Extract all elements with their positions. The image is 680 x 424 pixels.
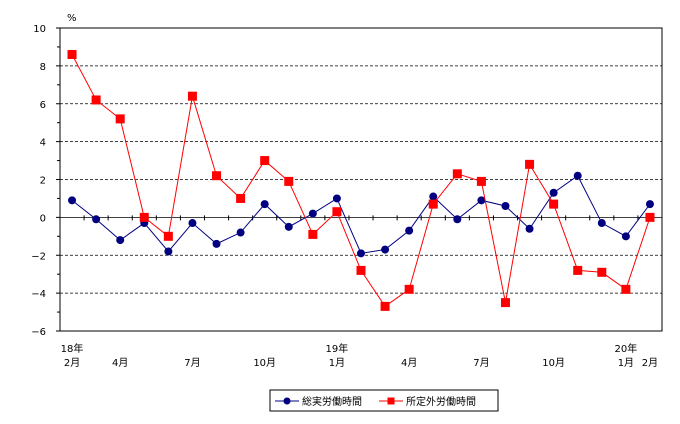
data-point-series-2	[356, 265, 366, 275]
y-tick-label: 4	[40, 138, 46, 149]
data-point-series-2	[452, 169, 462, 179]
data-point-series-1	[381, 245, 390, 254]
y-tick-label: 6	[40, 100, 46, 111]
axis-layer: −6 −4 −2 0 2 4 6 8 10 18年 2月 4月 7月 10月 19年 1月 4月 7月 10月 20年…	[31, 24, 663, 369]
data-point-series-1	[501, 202, 510, 211]
data-point-series-2	[404, 284, 414, 294]
data-point-series-1	[453, 215, 462, 224]
data-point-series-1	[573, 171, 582, 180]
data-point-series-2	[621, 284, 631, 294]
x-tick-label-year: 20年	[615, 342, 638, 355]
x-tick-label-month: 2月	[64, 357, 80, 369]
legend-marker-series-2	[387, 397, 395, 405]
y-tick-label: 8	[40, 62, 46, 73]
data-point-series-1	[212, 239, 221, 248]
data-point-series-2	[91, 95, 101, 105]
y-tick-label: 2	[40, 176, 46, 187]
x-tick-label-month: 4月	[112, 357, 128, 369]
data-point-series-2	[597, 267, 607, 277]
data-point-series-2	[380, 301, 390, 311]
data-point-series-1	[621, 232, 630, 241]
legend-marker-series-1	[283, 397, 291, 405]
data-point-series-1	[260, 200, 269, 209]
y-tick-label: −4	[31, 289, 46, 300]
data-point-series-2	[525, 159, 535, 169]
data-point-series-1	[597, 219, 606, 228]
data-point-series-2	[332, 207, 342, 217]
data-point-series-1	[116, 236, 125, 245]
x-tick-label-month: 7月	[473, 357, 489, 369]
data-point-series-2	[476, 176, 486, 186]
data-point-series-2	[163, 231, 173, 241]
data-point-series-2	[500, 298, 510, 308]
unit-label: %	[67, 13, 77, 24]
data-point-series-2	[139, 212, 149, 222]
data-point-series-1	[188, 219, 197, 228]
data-point-series-1	[308, 209, 317, 218]
data-point-series-1	[236, 228, 245, 237]
data-point-series-2	[115, 114, 125, 124]
data-point-series-1	[645, 200, 654, 209]
data-point-series-1	[68, 196, 77, 205]
data-point-series-2	[284, 176, 294, 186]
y-tick-label: 10	[33, 24, 46, 35]
data-point-series-1	[477, 196, 486, 205]
data-point-series-1	[357, 249, 365, 258]
data-point-series-1	[525, 224, 534, 233]
grid-layer	[60, 65, 662, 294]
x-tick-label-month: 1月	[618, 357, 634, 369]
data-point-series-1	[332, 194, 341, 203]
data-point-series-1	[164, 247, 173, 256]
data-point-series-2	[428, 199, 438, 209]
data-point-series-1	[429, 192, 438, 201]
y-tick-label: 0	[40, 213, 46, 224]
series-layer	[67, 50, 655, 311]
data-point-series-2	[308, 229, 318, 239]
data-point-series-2	[67, 50, 77, 60]
legend-label-series-1: 総実労働時間	[302, 395, 362, 408]
legend: 総実労働時間 所定外労働時間	[269, 389, 499, 412]
data-point-series-1	[284, 222, 293, 231]
data-point-series-2	[187, 91, 197, 101]
data-point-series-1	[92, 215, 101, 224]
x-tick-label-year: 18年	[61, 342, 84, 355]
x-tick-label-month: 7月	[184, 357, 200, 369]
x-tick-label-month: 1月	[329, 357, 345, 369]
data-point-series-2	[645, 212, 655, 222]
x-tick-label-month: 4月	[401, 357, 417, 369]
data-point-series-2	[573, 265, 583, 275]
series-line-1	[71, 174, 651, 254]
x-tick-label-month: 10月	[253, 357, 276, 369]
y-tick-label: −2	[31, 251, 46, 262]
x-tick-label-month: 10月	[542, 357, 565, 369]
data-point-series-2	[260, 156, 270, 166]
legend-label-series-2: 所定外労働時間	[406, 395, 476, 408]
data-point-series-2	[236, 193, 246, 203]
data-point-series-1	[405, 226, 414, 235]
data-point-series-1	[549, 188, 558, 197]
x-tick-label-year: 19年	[326, 342, 349, 355]
data-point-series-2	[212, 171, 222, 181]
y-tick-label: −6	[31, 327, 46, 338]
data-point-series-2	[549, 199, 559, 209]
x-tick-label-month: 2月	[642, 357, 658, 369]
